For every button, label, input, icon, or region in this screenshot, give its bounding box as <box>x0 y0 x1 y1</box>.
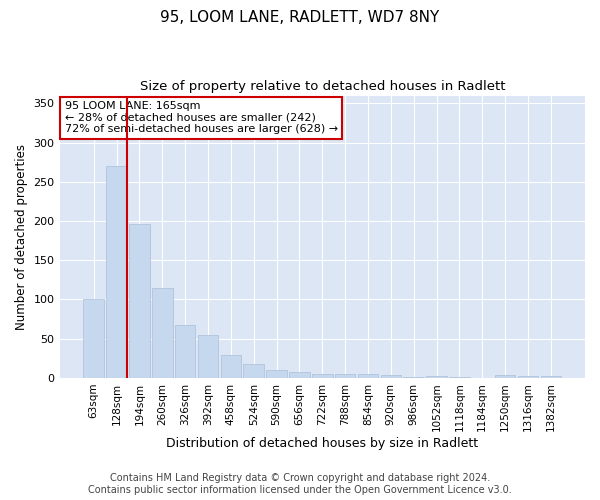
Bar <box>152 288 173 378</box>
Text: Contains HM Land Registry data © Crown copyright and database right 2024.
Contai: Contains HM Land Registry data © Crown c… <box>88 474 512 495</box>
Bar <box>129 224 150 378</box>
Bar <box>83 300 104 378</box>
Text: 95, LOOM LANE, RADLETT, WD7 8NY: 95, LOOM LANE, RADLETT, WD7 8NY <box>160 10 440 25</box>
Bar <box>106 166 127 378</box>
Bar <box>426 376 447 378</box>
Bar <box>221 355 241 378</box>
Text: 95 LOOM LANE: 165sqm
← 28% of detached houses are smaller (242)
72% of semi-deta: 95 LOOM LANE: 165sqm ← 28% of detached h… <box>65 101 338 134</box>
X-axis label: Distribution of detached houses by size in Radlett: Distribution of detached houses by size … <box>166 437 478 450</box>
Bar <box>518 376 538 378</box>
Bar <box>495 376 515 378</box>
Bar <box>380 376 401 378</box>
Bar <box>244 364 264 378</box>
Bar <box>449 377 470 378</box>
Bar <box>335 374 355 378</box>
Bar <box>198 336 218 378</box>
Bar <box>541 376 561 378</box>
Bar <box>289 372 310 378</box>
Bar <box>312 374 332 378</box>
Bar <box>266 370 287 378</box>
Y-axis label: Number of detached properties: Number of detached properties <box>15 144 28 330</box>
Bar <box>175 326 196 378</box>
Title: Size of property relative to detached houses in Radlett: Size of property relative to detached ho… <box>140 80 505 93</box>
Bar <box>358 374 378 378</box>
Bar <box>403 377 424 378</box>
